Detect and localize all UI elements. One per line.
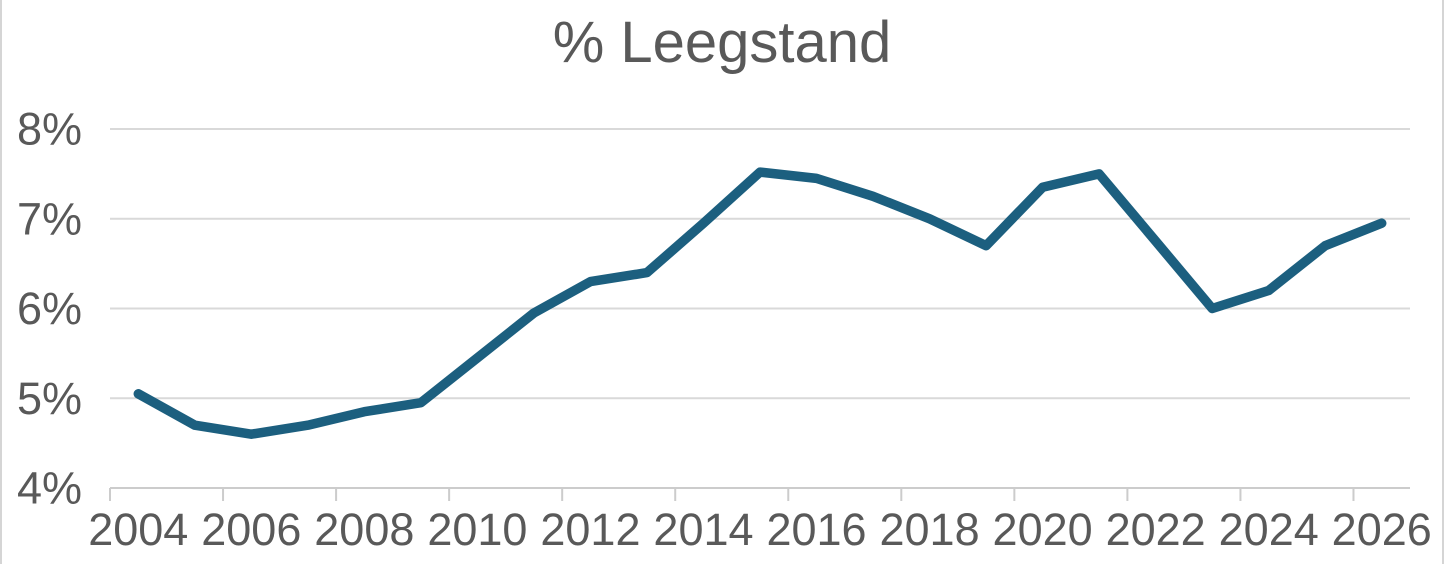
- leegstand-series-line: [133, 167, 1387, 439]
- chart-title: % Leegstand: [552, 10, 892, 75]
- x-axis-label: 2020: [993, 504, 1093, 555]
- x-axis-label: 2010: [427, 504, 527, 555]
- y-axis-label: 5%: [17, 373, 82, 424]
- y-axis-label: 7%: [17, 193, 82, 244]
- x-axis-label: 2014: [653, 504, 753, 555]
- y-axis-label: 8%: [17, 104, 82, 155]
- x-axis-label: 2004: [88, 504, 188, 555]
- x-axis-label: 2022: [1106, 504, 1206, 555]
- x-axis-label: 2016: [766, 504, 866, 555]
- y-axis-label: 4%: [17, 463, 82, 514]
- x-axis-label: 2026: [1332, 504, 1432, 555]
- x-axis-label: 2012: [540, 504, 640, 555]
- x-axis-label: 2024: [1219, 504, 1319, 555]
- x-axis-label: 2008: [314, 504, 414, 555]
- x-axis-label: 2006: [201, 504, 301, 555]
- x-axis-label: 2018: [880, 504, 980, 555]
- y-axis-label: 6%: [17, 283, 82, 334]
